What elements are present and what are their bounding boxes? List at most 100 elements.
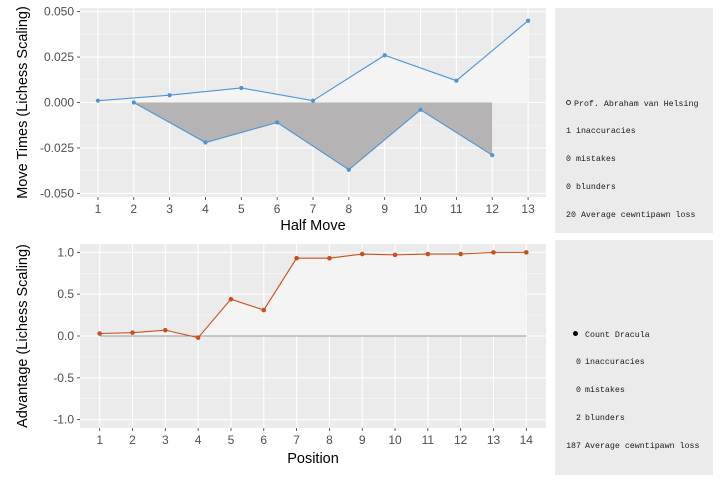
advantage-y-tick-label: -0.5 xyxy=(53,371,74,385)
advantage-series-1-line xyxy=(99,251,527,339)
white-player-name: Prof. Abraham van Helsing xyxy=(574,99,699,109)
advantage-x-tick-label: 10 xyxy=(388,433,402,447)
advantage-x-tick-label: 11 xyxy=(422,433,435,447)
black-name-row: Count Dracula xyxy=(566,330,700,340)
advantage-data-point xyxy=(359,251,365,257)
advantage-chart: -1.0-0.50.00.51.01 2 3 4 5 6 7 8 9 10 11 12 13 14Posi… xyxy=(15,244,546,467)
move-times-x-tick-label: 1 xyxy=(95,202,102,216)
move-times-data-point xyxy=(382,53,387,58)
black-summary-panel xyxy=(555,240,713,475)
move-times-data-point xyxy=(346,167,351,172)
white-mistakes-row: 0 mistakes xyxy=(566,155,698,164)
black-inaccuracies-label: inaccuracies xyxy=(585,358,645,368)
advantage-data-point xyxy=(130,330,135,335)
white-mistakes-label: mistakes xyxy=(575,155,616,165)
move-times-x-tick-label: 2 xyxy=(130,202,137,216)
advantage-x-tick-label: 12 xyxy=(454,433,468,447)
advantage-x-tick-label: 14 xyxy=(520,433,534,447)
black-acpl-label: Average cewntipawn loss xyxy=(585,442,700,452)
advantage-data-point xyxy=(294,255,299,261)
black-player-name: Count Dracula xyxy=(585,330,650,340)
move-times-data-point xyxy=(203,140,208,145)
move-times-x-tick-label: 7 xyxy=(310,202,317,216)
white-summary: Prof. Abraham van Helsing 1 inaccuracies… xyxy=(566,81,698,230)
move-times-data-point xyxy=(131,100,136,105)
white-acpl-row: 20 Average cewntipawn loss xyxy=(566,211,698,220)
move-times-y-tick-label: 0.050 xyxy=(44,5,74,19)
black-acpl-value: 187 xyxy=(566,442,581,452)
advantage-y-tick-label: 1.0 xyxy=(57,245,74,259)
advantage-data-point xyxy=(228,296,234,302)
white-legend-marker xyxy=(566,99,571,105)
white-inaccuracies-count: 1 xyxy=(566,127,571,137)
advantage-x-tick-label: 1 xyxy=(96,433,103,447)
black-blunders-label: blunders xyxy=(585,414,625,424)
advantage-x-tick-label: 6 xyxy=(260,433,267,447)
black-mistakes-row: 0 mistakes xyxy=(566,386,700,395)
advantage-x-tick-label: 4 xyxy=(195,433,202,447)
move-times-series-2-area xyxy=(133,102,493,170)
white-blunders-count: 0 xyxy=(566,183,571,193)
advantage-series-1-area xyxy=(99,252,527,338)
move-times-data-point xyxy=(167,93,172,98)
white-mistakes-count: 0 xyxy=(566,155,571,165)
move-times-x-axis-title: Half Move xyxy=(280,218,345,234)
advantage-data-point xyxy=(261,307,267,313)
move-times-x-tick-label: 8 xyxy=(346,202,353,216)
move-times-data-point xyxy=(525,18,531,23)
advantage-x-tick-label: 3 xyxy=(162,433,169,447)
white-inaccuracies-row: 1 inaccuracies xyxy=(566,127,698,136)
move-times-x-tick-label: 6 xyxy=(274,202,281,216)
black-mistakes-label: mistakes xyxy=(585,386,625,396)
advantage-data-point xyxy=(491,250,496,255)
advantage-data-point xyxy=(163,327,168,333)
move-times-data-point xyxy=(490,153,495,158)
move-times-data-point xyxy=(275,120,280,125)
move-times-data-point xyxy=(454,78,459,83)
white-name-row: Prof. Abraham van Helsing xyxy=(566,99,699,109)
move-times-y-tick-label: -0.050 xyxy=(40,186,74,200)
advantage-data-point xyxy=(327,255,332,261)
advantage-data-point xyxy=(425,251,431,257)
white-summary-panel xyxy=(555,8,713,233)
move-times-y-tick-label: 0.025 xyxy=(44,50,74,64)
move-times-y-tick-label: -0.025 xyxy=(40,141,74,155)
move-times-data-point xyxy=(239,85,244,91)
advantage-y-tick-label: 0.5 xyxy=(57,287,74,301)
black-acpl-row: 187 Average cewntipawn loss xyxy=(566,442,700,452)
black-mistakes-count: 0 xyxy=(576,386,581,396)
move-times-x-tick-label: 3 xyxy=(166,202,173,216)
black-blunders-count: 2 xyxy=(576,414,581,424)
white-blunders-label: blunders xyxy=(575,183,616,193)
advantage-x-tick-label: 9 xyxy=(359,433,366,447)
advantage-x-tick-label: 2 xyxy=(129,433,136,447)
move-times-x-tick-label: 10 xyxy=(414,202,428,216)
advantage-data-point xyxy=(392,252,398,258)
advantage-data-point xyxy=(524,250,529,255)
advantage-y-tick-label: -1.0 xyxy=(53,413,74,427)
black-blunders-row: 2 blunders xyxy=(566,414,700,423)
advantage-x-axis-title: Position xyxy=(287,451,339,467)
advantage-y-tick-label: 0.0 xyxy=(57,329,74,343)
move-times-series-2-line xyxy=(133,102,493,171)
advantage-x-tick-label: 5 xyxy=(228,433,235,447)
white-acpl-label: Average cewntipawn loss xyxy=(580,211,696,221)
advantage-data-point xyxy=(97,331,102,336)
black-inaccuracies-row: 0 inaccuracies xyxy=(566,358,700,367)
advantage-x-tick-label: 7 xyxy=(293,433,300,447)
white-inaccuracies-label: inaccuracies xyxy=(575,127,636,137)
advantage-x-tick-label: 8 xyxy=(326,433,333,447)
white-acpl-value: 20 xyxy=(566,211,576,221)
advantage-data-point xyxy=(195,335,201,340)
move-times-x-tick-label: 5 xyxy=(238,202,245,216)
move-times-data-point xyxy=(95,98,101,103)
move-times-x-tick-label: 4 xyxy=(202,202,209,216)
advantage-y-axis-title: Advantage (Lichess Scaling) xyxy=(15,244,31,428)
advantage-x-tick-label: 13 xyxy=(487,433,501,447)
black-legend-marker xyxy=(573,330,578,336)
move-times-data-point xyxy=(418,107,423,112)
move-times-x-tick-label: 13 xyxy=(521,202,535,216)
